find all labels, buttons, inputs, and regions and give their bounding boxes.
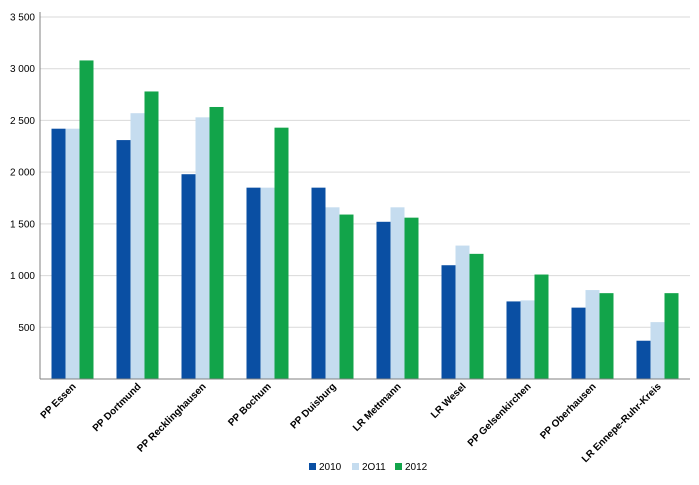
bar (181, 174, 196, 379)
legend-label: 2O11 (362, 462, 386, 473)
x-tick-label: PP Recklinghausen (135, 381, 208, 454)
x-tick-label: LR Wesel (429, 381, 469, 421)
x-tick-label: PP Bochum (226, 381, 273, 428)
bar (144, 91, 159, 380)
axes (39, 12, 690, 380)
y-tick-label: 1 500 (10, 219, 35, 230)
bar (469, 253, 484, 379)
x-tick-label: LR Mettmann (351, 381, 404, 434)
bar (51, 128, 66, 379)
y-tick-label: 3 500 (10, 13, 35, 24)
x-tick-label: PP Gelsenkirchen (466, 381, 534, 449)
y-tick-label: 3 000 (10, 64, 35, 75)
bar (664, 293, 679, 379)
legend-label: 2010 (319, 462, 342, 473)
bar (520, 300, 535, 379)
bar (599, 293, 614, 379)
bar (441, 265, 456, 379)
y-tick-label: 500 (18, 323, 35, 334)
bar (246, 187, 261, 379)
bar (195, 117, 210, 379)
bar (534, 274, 549, 379)
bar (636, 340, 651, 379)
legend: 2010 2O11 2012 (309, 462, 428, 473)
bar (339, 214, 354, 379)
bar (650, 322, 665, 379)
bar (311, 187, 326, 379)
legend-label: 2012 (405, 462, 428, 473)
bar (506, 301, 521, 379)
bars (51, 60, 679, 380)
y-tick-label: 2 000 (10, 168, 35, 179)
bar (585, 290, 600, 379)
bar (260, 187, 275, 379)
legend-swatch (395, 463, 402, 470)
legend-swatch (352, 463, 359, 470)
bar (116, 140, 131, 379)
bar (376, 221, 391, 379)
legend-swatch (309, 463, 316, 470)
x-tick-label: PP Duisburg (289, 381, 339, 431)
bar (274, 127, 289, 379)
y-axis-ticks: 500 1 000 1 500 2 000 2 500 3 000 3 500 (10, 13, 35, 334)
y-tick-label: 2 500 (10, 116, 35, 127)
bar (390, 207, 405, 379)
bar (325, 207, 340, 379)
x-tick-label: PP Essen (39, 381, 79, 421)
bar (209, 106, 224, 380)
bar (404, 217, 419, 379)
x-tick-label: PP Dortmund (91, 381, 144, 434)
x-tick-label: PP Oberhausen (538, 381, 598, 441)
bar (79, 60, 94, 379)
bar (65, 128, 80, 379)
bar (455, 245, 470, 379)
bar (130, 113, 145, 379)
y-tick-label: 1 000 (10, 271, 35, 282)
bar (571, 307, 586, 379)
